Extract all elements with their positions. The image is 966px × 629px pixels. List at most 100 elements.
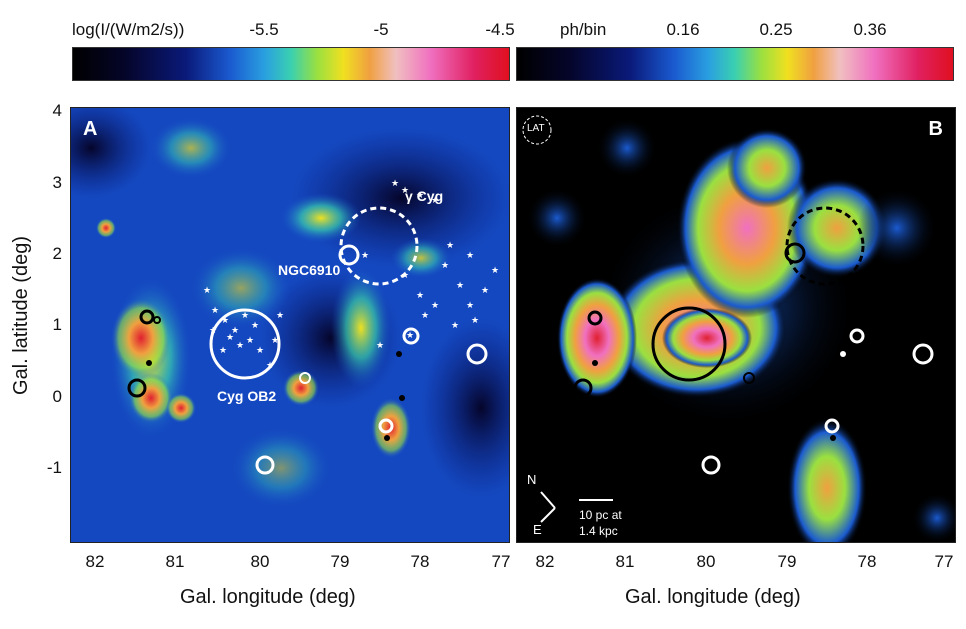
panel-b-image: B LAT N E 10 pc at 1.4 kpc (516, 107, 956, 543)
source-dot (830, 435, 836, 441)
svg-text:★: ★ (471, 316, 479, 326)
x-tick: 80 (696, 552, 716, 571)
source-circle (912, 343, 934, 365)
svg-text:★: ★ (416, 291, 424, 301)
svg-text:★: ★ (271, 336, 279, 346)
svg-text:★: ★ (256, 346, 264, 356)
cyg-ob2-circle (209, 308, 281, 380)
colorbar-left-tick: -5.5 (249, 20, 279, 39)
x-tick: 82 (535, 552, 555, 571)
panel-a-letter: A (83, 118, 98, 140)
y-tick: 4 (52, 101, 62, 120)
svg-text:★: ★ (491, 266, 499, 276)
gamma-cyg-label: γ Cyg (405, 188, 444, 204)
scalebar-text-1: 10 pc at (579, 508, 622, 522)
svg-text:★: ★ (226, 333, 234, 343)
svg-text:★: ★ (361, 251, 369, 261)
source-dot (399, 395, 405, 401)
svg-text:★: ★ (219, 346, 227, 356)
svg-text:★: ★ (231, 326, 239, 336)
x-axis-label-a: Gal. longitude (deg) (180, 586, 356, 608)
ngc6910-label: NGC6910 (278, 262, 341, 278)
x-tick: 80 (250, 552, 270, 571)
svg-text:★: ★ (406, 331, 414, 341)
colorbar-left-title: log(I/(W/m2/s)) (72, 20, 185, 39)
source-dot (840, 351, 846, 357)
svg-text:★: ★ (481, 286, 489, 296)
colorbar-right-title: ph/bin (560, 20, 607, 39)
compass-arrows (540, 491, 556, 523)
svg-text:★: ★ (466, 251, 474, 261)
svg-text:★: ★ (221, 316, 229, 326)
source-dot (384, 435, 390, 441)
gamma-cyg-dashed-circle (339, 206, 419, 286)
svg-text:★: ★ (376, 341, 384, 351)
source-circle (299, 372, 311, 384)
source-circle-dark (127, 378, 147, 398)
colorbar-right-tick: 0.36 (853, 20, 887, 39)
source-circle-dark (139, 309, 155, 325)
panel-a-map: ★★★★ ★★ ★★ ★★★★ ★★★ ★★ ★ ★ ★★★★ ★★★★ ★★ ★★ ★… (71, 108, 509, 542)
y-tick: -1 (46, 458, 62, 477)
source-circle (466, 343, 488, 365)
source-circle (849, 328, 865, 344)
svg-text:★: ★ (276, 311, 284, 321)
source-dot (146, 360, 152, 366)
source-circle (338, 244, 360, 266)
y-tick: 1 (52, 315, 62, 334)
source-circle-dark (743, 372, 755, 384)
gamma-cyg-dashed-circle (785, 206, 865, 286)
svg-text:★: ★ (246, 336, 254, 346)
source-circle (255, 455, 275, 475)
svg-text:★: ★ (416, 191, 424, 201)
x-tick: 78 (857, 552, 877, 571)
x-tick: 78 (410, 552, 430, 571)
y-tick: 3 (52, 173, 62, 192)
lat-psf-circle (522, 115, 552, 145)
scalebar-text-2: 1.4 kpc (579, 524, 618, 538)
source-circle (824, 418, 840, 434)
x-tick: 81 (165, 552, 185, 571)
compass-n: N (527, 472, 537, 487)
source-circle-dark (573, 378, 593, 398)
y-tick: 2 (52, 244, 62, 263)
svg-text:★: ★ (446, 241, 454, 251)
source-dot (592, 360, 598, 366)
svg-text:★: ★ (431, 301, 439, 311)
svg-text:★: ★ (431, 196, 439, 206)
y-tick: 0 (52, 387, 62, 406)
source-circle (402, 327, 420, 345)
x-tick: 82 (85, 552, 105, 571)
colorbar-right-tick: 0.25 (759, 20, 793, 39)
x-tick: 79 (777, 552, 797, 571)
panel-b-letter: B (928, 118, 943, 140)
cyg-ob2-label: Cyg OB2 (217, 388, 277, 404)
svg-text:★: ★ (421, 311, 429, 321)
svg-text:★: ★ (241, 311, 249, 321)
colorbar-right (516, 47, 954, 81)
colorbar-right-tick: 0.16 (666, 20, 700, 39)
compass-e: E (533, 522, 542, 537)
panel-a-image: ★ ★ ★ ★ ★ ★ ★ ★ ★ ★ ★ ★ ★ ★ ★ ★ ★ ★ ★ ★ ★ ★ ★ ★ ★ ★ ★ ★ ★ ★ ★ ★… (70, 107, 510, 543)
source-circle-dark (784, 242, 806, 264)
source-dot (844, 395, 850, 401)
x-tick: 79 (330, 552, 350, 571)
cyg-ob2-circle (651, 306, 727, 382)
svg-text:★: ★ (251, 321, 259, 331)
colorbar-left (72, 47, 510, 81)
svg-text:★: ★ (211, 306, 219, 316)
x-axis-label-b: Gal. longitude (deg) (625, 586, 801, 608)
panel-b-map (522, 115, 955, 542)
svg-text:★: ★ (203, 286, 211, 296)
svg-text:★: ★ (451, 321, 459, 331)
svg-text:★: ★ (401, 186, 409, 196)
x-tick: 77 (491, 552, 511, 571)
y-axis-label: Gal. latitude (deg) (9, 236, 32, 395)
svg-text:★: ★ (391, 179, 399, 189)
svg-text:★: ★ (401, 271, 409, 281)
x-tick: 77 (934, 552, 954, 571)
colorbar-left-tick: -4.5 (485, 20, 515, 39)
svg-text:★: ★ (466, 301, 474, 311)
svg-text:★: ★ (456, 281, 464, 291)
source-circle (701, 455, 721, 475)
